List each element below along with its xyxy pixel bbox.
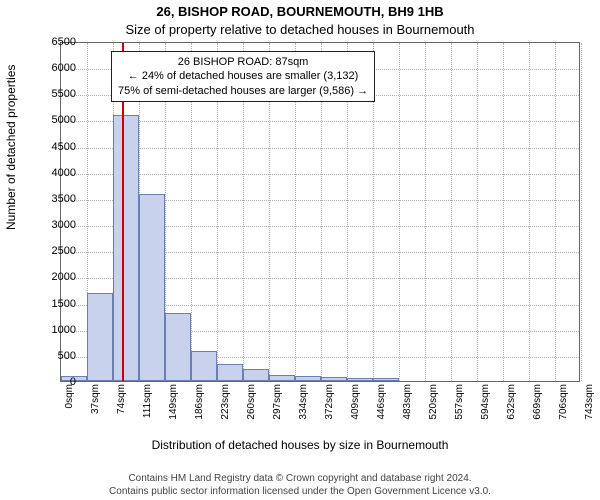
xtick-label: 74sqm: [116, 384, 127, 430]
histogram-bar: [217, 364, 243, 381]
gridline-v: [425, 43, 426, 381]
xtick-label: 297sqm: [272, 384, 283, 430]
footer-line2: Contains public sector information licen…: [109, 486, 491, 497]
ytick-label: 4000: [36, 167, 76, 179]
annotation-box: 26 BISHOP ROAD: 87sqm← 24% of detached h…: [111, 51, 375, 102]
ytick-label: 2000: [36, 271, 76, 283]
histogram-bar: [269, 375, 295, 381]
ytick-label: 5500: [36, 88, 76, 100]
ytick-label: 6500: [36, 36, 76, 48]
histogram-bar: [373, 378, 399, 381]
ytick-label: 3000: [36, 219, 76, 231]
y-axis-label: Number of detached properties: [4, 65, 18, 230]
annotation-line2: ← 24% of detached houses are smaller (3,…: [118, 69, 368, 83]
xtick-label: 706sqm: [558, 384, 569, 430]
xtick-label: 520sqm: [428, 384, 439, 430]
histogram-bar: [87, 293, 113, 381]
xtick-label: 483sqm: [402, 384, 413, 430]
ytick-label: 4500: [36, 141, 76, 153]
annotation-line3: 75% of semi-detached houses are larger (…: [118, 84, 368, 98]
annotation-line1: 26 BISHOP ROAD: 87sqm: [118, 55, 368, 69]
ytick-label: 6000: [36, 62, 76, 74]
chart-title-line1: 26, BISHOP ROAD, BOURNEMOUTH, BH9 1HB: [0, 4, 600, 19]
ytick-label: 500: [36, 350, 76, 362]
ytick-label: 3500: [36, 193, 76, 205]
ytick-label: 2500: [36, 245, 76, 257]
gridline-v: [529, 43, 530, 381]
histogram-bar: [321, 377, 347, 381]
gridline-v: [399, 43, 400, 381]
histogram-bar: [295, 376, 321, 381]
histogram-bar: [347, 378, 373, 381]
gridline-v: [451, 43, 452, 381]
histogram-bar: [191, 351, 217, 381]
xtick-label: 446sqm: [376, 384, 387, 430]
xtick-label: 260sqm: [246, 384, 257, 430]
xtick-label: 334sqm: [298, 384, 309, 430]
xtick-label: 186sqm: [194, 384, 205, 430]
xtick-label: 223sqm: [220, 384, 231, 430]
ytick-label: 1500: [36, 298, 76, 310]
histogram-bar: [139, 194, 165, 381]
gridline-v: [555, 43, 556, 381]
ytick-label: 1000: [36, 324, 76, 336]
xtick-label: 743sqm: [584, 384, 595, 430]
xtick-label: 372sqm: [324, 384, 335, 430]
xtick-label: 409sqm: [350, 384, 361, 430]
gridline-v: [581, 43, 582, 381]
footer-attribution: Contains HM Land Registry data © Crown c…: [0, 473, 600, 498]
footer-line1: Contains HM Land Registry data © Crown c…: [128, 473, 471, 484]
xtick-label: 669sqm: [532, 384, 543, 430]
xtick-label: 0sqm: [64, 384, 75, 430]
chart-title-line2: Size of property relative to detached ho…: [0, 22, 600, 37]
xtick-label: 594sqm: [480, 384, 491, 430]
gridline-v: [503, 43, 504, 381]
plot-area: 26 BISHOP ROAD: 87sqm← 24% of detached h…: [60, 42, 580, 382]
xtick-label: 149sqm: [168, 384, 179, 430]
xtick-label: 632sqm: [506, 384, 517, 430]
ytick-label: 5000: [36, 114, 76, 126]
xtick-label: 37sqm: [90, 384, 101, 430]
x-axis-label: Distribution of detached houses by size …: [0, 438, 600, 452]
chart-container: 26, BISHOP ROAD, BOURNEMOUTH, BH9 1HB Si…: [0, 0, 600, 500]
xtick-label: 557sqm: [454, 384, 465, 430]
gridline-v: [477, 43, 478, 381]
xtick-label: 111sqm: [142, 384, 153, 430]
histogram-bar: [113, 115, 139, 381]
histogram-bar: [243, 369, 269, 381]
histogram-bar: [165, 313, 191, 381]
